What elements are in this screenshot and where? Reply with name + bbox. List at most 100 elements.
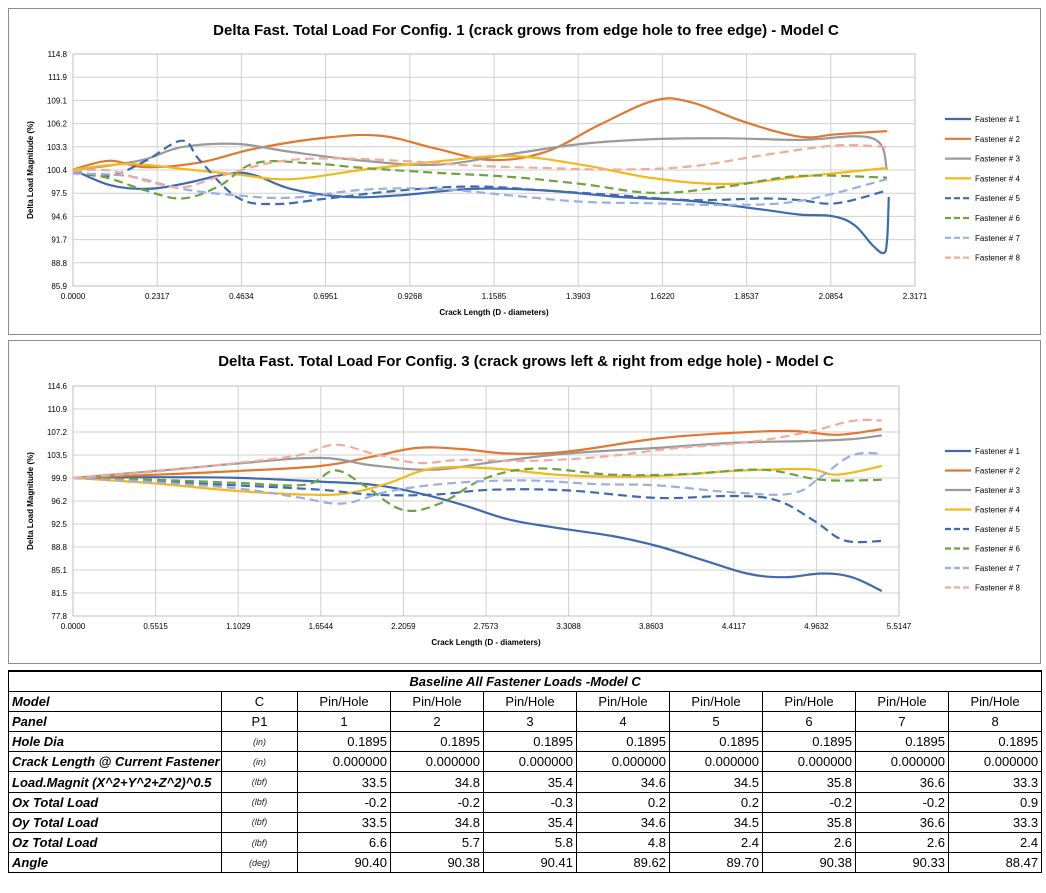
chart0-legend-item: Fastener # 4 xyxy=(975,174,1020,183)
table-cell: 90.40 xyxy=(297,852,391,874)
chart1-x-tick: 5.5147 xyxy=(887,622,912,631)
chart0-title: Delta Fast. Total Load For Config. 1 (cr… xyxy=(213,22,839,39)
baseline-loads-table-wrap: Baseline All Fastener Loads -Model C Mode… xyxy=(7,669,1043,874)
chart1-title: Delta Fast. Total Load For Config. 3 (cr… xyxy=(218,353,834,370)
table-cell: 0.000000 xyxy=(855,751,949,773)
chart1-series-fastener-5 xyxy=(72,476,882,544)
row-unit: (lbf) xyxy=(221,791,298,813)
table-cell: 35.8 xyxy=(762,811,856,834)
row-label: Oy Total Load xyxy=(8,811,222,834)
row-label: Ox Total Load xyxy=(8,791,222,813)
chart0-y-tick: 100.4 xyxy=(47,166,68,175)
chart1-y-tick: 96.2 xyxy=(51,497,67,506)
chart1-series-fastener-2 xyxy=(72,428,882,479)
table-cell: 33.5 xyxy=(297,811,391,834)
table-cell: 6.6 xyxy=(297,831,391,854)
chart0-series-fastener-1 xyxy=(72,168,890,255)
row-label: Angle xyxy=(8,852,222,874)
chart0-legend-item: Fastener # 5 xyxy=(975,194,1020,203)
table-row: Ox Total Load (lbf) -0.2 -0.2 -0.3 0.2 0.2 -0.2… xyxy=(8,791,1043,813)
table-cell: 0.000000 xyxy=(483,751,577,773)
chart0-legend-item: Fastener # 6 xyxy=(975,214,1020,223)
chart0-series-fastener-4 xyxy=(72,154,888,186)
table-cell: 90.41 xyxy=(483,852,577,874)
chart-config-1: Delta Fast. Total Load For Config. 1 (cr… xyxy=(8,8,1041,335)
chart0-y-tick: 111.9 xyxy=(48,73,67,82)
table-row: Panel P1 1 2 3 4 5 6 7 8 xyxy=(8,710,1043,733)
chart1-x-tick: 1.1029 xyxy=(226,622,251,631)
chart1-series-fastener-6 xyxy=(72,467,882,513)
table-cell: 35.4 xyxy=(483,811,577,834)
table-cell: 4.8 xyxy=(576,831,670,854)
chart1-legend-item: Fastener # 8 xyxy=(975,584,1020,593)
chart0-y-axis-label: Delta Load Magnitude (%) xyxy=(26,121,35,219)
chart1-series-fastener-4 xyxy=(72,464,883,496)
table-cell: 0.1895 xyxy=(390,731,484,753)
table-cell: 0.1895 xyxy=(947,731,1043,753)
table-cell: 2 xyxy=(390,710,484,733)
table-row: Model C Pin/Hole Pin/Hole Pin/Hole Pin/Hole Pi… xyxy=(8,690,1043,712)
table-cell: 90.38 xyxy=(390,852,484,874)
table-cell: -0.2 xyxy=(390,791,484,813)
table-cell: 35.4 xyxy=(483,771,577,793)
chart1-y-tick: 114.6 xyxy=(48,382,68,391)
chart1-y-tick: 103.5 xyxy=(47,451,68,460)
table-cell: 34.8 xyxy=(390,811,484,834)
table-cell: Pin/Hole xyxy=(297,690,391,712)
baseline-loads-table: Baseline All Fastener Loads -Model C Mode… xyxy=(7,669,1043,874)
row-unit: (in) xyxy=(221,751,298,773)
table-cell: 90.38 xyxy=(762,852,856,874)
row-label: Oz Total Load xyxy=(8,831,222,854)
table-cell: 33.3 xyxy=(947,771,1043,793)
chart0-y-tick: 94.6 xyxy=(51,212,67,221)
chart1-legend-item: Fastener # 6 xyxy=(975,545,1020,554)
table-cell: 34.5 xyxy=(669,771,763,793)
chart1-x-tick: 4.9632 xyxy=(804,622,829,631)
table-cell: 1 xyxy=(297,710,391,733)
chart1-y-tick: 92.5 xyxy=(51,520,67,529)
chart0-y-tick: 109.1 xyxy=(47,96,68,105)
row-unit: P1 xyxy=(221,710,298,733)
table-cell: -0.2 xyxy=(762,791,856,813)
chart1-y-tick: 85.1 xyxy=(51,566,67,575)
chart1-x-tick: 2.7573 xyxy=(474,622,499,631)
table-row: Oy Total Load (lbf) 33.5 34.8 35.4 34.6 34.5 35… xyxy=(8,811,1043,834)
table-cell: Pin/Hole xyxy=(483,690,577,712)
table-cell: 35.8 xyxy=(762,771,856,793)
table-cell: 90.33 xyxy=(855,852,949,874)
chart1-y-tick: 110.9 xyxy=(48,405,68,414)
chart0-x-tick: 0.2317 xyxy=(145,292,170,301)
chart0-legend-item: Fastener # 1 xyxy=(975,115,1020,124)
chart1-series-fastener-7 xyxy=(72,451,882,505)
chart0-x-tick: 0.4634 xyxy=(229,292,254,301)
table-cell: -0.2 xyxy=(855,791,949,813)
table-row: Crack Length @ Current Fastener (in) 0.000… xyxy=(8,751,1043,773)
chart1-x-axis-label: Crack Length (D - diameters) xyxy=(431,638,541,647)
table-cell: 0.2 xyxy=(669,791,763,813)
table-cell: Pin/Hole xyxy=(390,690,484,712)
table-cell: 88.47 xyxy=(947,852,1043,874)
chart1-legend-item: Fastener # 7 xyxy=(975,564,1020,573)
chart1-x-tick: 1.6544 xyxy=(309,622,334,631)
chart0-legend-item: Fastener # 2 xyxy=(975,135,1020,144)
table-cell: 8 xyxy=(947,710,1043,733)
table-cell: 5.8 xyxy=(483,831,577,854)
table-cell: 0.1895 xyxy=(297,731,391,753)
row-label: Crack Length @ Current Fastener xyxy=(8,751,222,773)
chart1-x-tick: 4.4117 xyxy=(722,622,746,631)
table-cell: 33.5 xyxy=(297,771,391,793)
chart0-series-fastener-8 xyxy=(72,144,888,189)
table-cell: 0.1895 xyxy=(669,731,763,753)
row-label: Hole Dia xyxy=(8,731,222,753)
table-cell: 34.6 xyxy=(576,811,670,834)
chart0-y-tick: 85.9 xyxy=(51,282,67,291)
table-cell: 0.1895 xyxy=(576,731,670,753)
chart1-series-fastener-8 xyxy=(72,418,882,479)
chart1-y-axis-label: Delta Load Magnitude (%) xyxy=(26,452,35,550)
table-cell: 0.000000 xyxy=(669,751,763,773)
chart0-x-axis-label: Crack Length (D - diameters) xyxy=(439,308,549,317)
chart1-y-tick: 88.8 xyxy=(51,543,67,552)
chart1-y-tick: 77.8 xyxy=(51,612,67,621)
table-cell: 34.5 xyxy=(669,811,763,834)
table-cell: Pin/Hole xyxy=(762,690,856,712)
